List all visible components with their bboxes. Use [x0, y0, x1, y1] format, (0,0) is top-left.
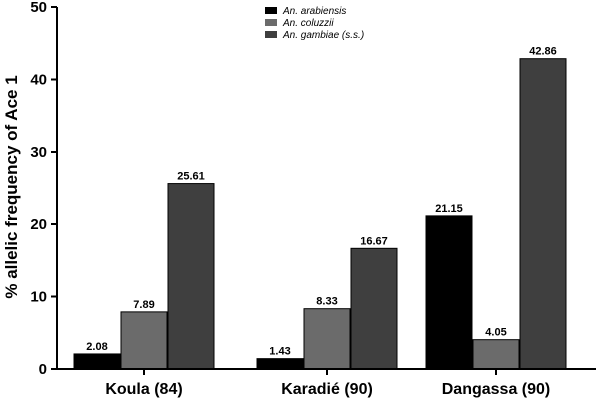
legend-label-2: An. coluzzii — [282, 18, 334, 29]
legend-label-3: An. gambiae (s.s.) — [282, 30, 364, 41]
data-label-1-1: 2.08 — [86, 341, 107, 353]
y-tick-label-2: 10 — [30, 289, 47, 306]
y-tick-label-3: 20 — [30, 216, 47, 233]
y-tick-label-6: 50 — [30, 0, 47, 16]
y-tick-label-1: 0 — [39, 361, 47, 378]
data-labels-layer: 2.08 7.89 25.61 1.43 8.33 16.67 21.15 4.05 42.86 — [86, 46, 556, 358]
y-axis-title: % allelic frequency of Ace 1 — [2, 75, 21, 298]
data-label-1-2: 1.43 — [269, 346, 290, 358]
data-label-1-3: 21.15 — [435, 203, 463, 215]
data-label-3-2: 16.67 — [360, 235, 388, 247]
legend-label-1: An. arabiensis — [282, 6, 346, 17]
bar-1-3 — [425, 215, 473, 370]
legend-swatch-3 — [265, 31, 277, 38]
y-tick-label-5: 40 — [30, 71, 47, 88]
x-tick-label-3: Dangassa (90) — [442, 381, 551, 398]
axes-layer: 0 10 20 30 40 50 Koula (84) Karadié (90) Dangass… — [30, 0, 596, 398]
bar-2-2 — [303, 308, 351, 370]
bar-2-1 — [120, 311, 168, 370]
y-tick-label-4: 30 — [30, 144, 47, 161]
bar-3-2 — [350, 247, 398, 370]
legend-swatch-1 — [265, 7, 277, 14]
bar-1-2 — [256, 358, 304, 370]
x-tick-label-1: Koula (84) — [105, 381, 182, 398]
data-label-2-3: 4.05 — [485, 327, 506, 339]
bars-layer — [73, 58, 567, 370]
bar-1-1 — [73, 353, 121, 370]
bar-3-3 — [519, 58, 567, 370]
data-label-3-3: 42.86 — [529, 46, 557, 58]
bar-3-1 — [167, 183, 215, 370]
x-tick-label-2: Karadié (90) — [281, 381, 373, 398]
data-label-2-1: 7.89 — [133, 299, 154, 311]
data-label-3-1: 25.61 — [177, 171, 205, 183]
data-label-2-2: 8.33 — [316, 296, 337, 308]
bar-2-3 — [472, 339, 520, 370]
legend-swatch-2 — [265, 19, 277, 26]
